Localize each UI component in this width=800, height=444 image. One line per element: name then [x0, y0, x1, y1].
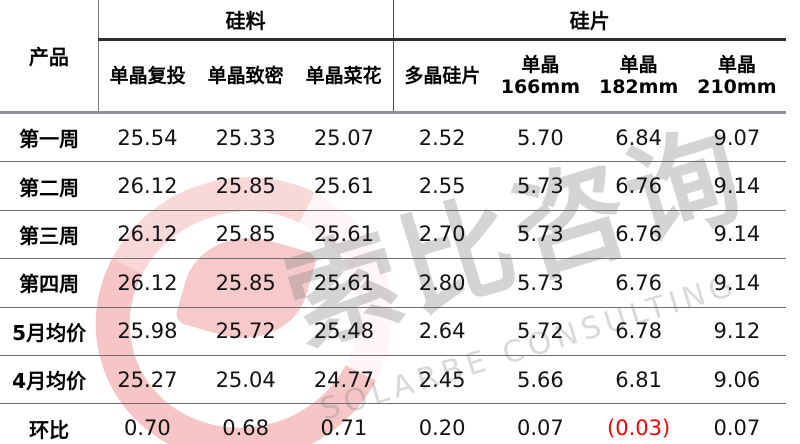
cell-r5-c5: 6.81: [589, 355, 688, 405]
cell-r3-c0: 26.12: [98, 258, 197, 308]
header-col-6-line1: 单晶: [717, 53, 756, 76]
cell-r5-c4: 5.66: [491, 355, 590, 405]
row-label: 4月均价: [0, 355, 99, 405]
cell-r1-c4: 5.73: [491, 161, 590, 211]
cell-r6-c2: 0.71: [294, 403, 393, 444]
header-group-silicon-material: 硅料: [98, 0, 394, 41]
cell-r4-c1: 25.72: [196, 307, 295, 356]
cell-r6-c0: 0.70: [98, 403, 197, 444]
cell-r2-c6: 9.14: [687, 210, 786, 260]
header-col-6: 单晶 210mm: [687, 39, 786, 114]
row-label: 第一周: [0, 112, 99, 163]
cell-r5-c6: 9.06: [687, 355, 786, 405]
table-row: 第一周 25.54 25.33 25.07 2.52 5.70 6.84 9.07: [0, 112, 786, 163]
table-row: 第三周 26.12 25.85 25.61 2.70 5.73 6.76 9.14: [0, 210, 786, 260]
header-col-3-line1: 多晶硅片: [404, 64, 481, 87]
table-header: 产品 硅料 硅片 单晶复投 单晶致密 单晶菜花 多晶硅片 单晶: [0, 0, 786, 114]
cell-r1-c2: 25.61: [294, 161, 393, 211]
cell-r5-c1: 25.04: [196, 355, 295, 405]
cell-r4-c5: 6.78: [589, 307, 688, 356]
row-label: 第二周: [0, 161, 99, 211]
header-col-2: 单晶菜花: [294, 39, 394, 114]
cell-r3-c1: 25.85: [196, 258, 295, 308]
row-label: 第四周: [0, 258, 99, 308]
row-label: 环比: [0, 403, 99, 444]
header-col-1: 单晶致密: [196, 39, 295, 114]
header-col-4: 单晶 166mm: [491, 39, 590, 114]
cell-r2-c3: 2.70: [393, 210, 492, 260]
cell-r3-c3: 2.80: [393, 258, 492, 308]
table-row: 第二周 26.12 25.85 25.61 2.55 5.73 6.76 9.14: [0, 161, 786, 211]
header-col-4-line2: 166mm: [500, 76, 580, 98]
header-group-row: 产品 硅料 硅片: [0, 0, 786, 114]
header-col-5: 单晶 182mm: [589, 39, 688, 114]
header-col-5-line1: 单晶: [619, 53, 658, 76]
table-row: 5月均价 25.98 25.72 25.48 2.64 5.72 6.78 9.12: [0, 307, 786, 356]
row-label: 第三周: [0, 210, 99, 260]
cell-r4-c2: 25.48: [294, 307, 393, 356]
cell-r2-c4: 5.73: [491, 210, 590, 260]
cell-r0-c2: 25.07: [294, 112, 393, 163]
row-label: 5月均价: [0, 307, 99, 356]
cell-r2-c2: 25.61: [294, 210, 393, 260]
cell-r1-c1: 25.85: [196, 161, 295, 211]
cell-r0-c0: 25.54: [98, 112, 197, 163]
header-col-4-line1: 单晶: [521, 53, 560, 76]
header-col-5-line2: 182mm: [598, 76, 679, 98]
cell-r1-c6: 9.14: [687, 161, 786, 211]
cell-r4-c3: 2.64: [393, 307, 492, 356]
table-row: 环比 0.70 0.68 0.71 0.20 0.07 (0.03) 0.07: [0, 403, 786, 444]
cell-r0-c3: 2.52: [393, 112, 492, 163]
header-col-0-line1: 单晶复投: [109, 64, 186, 87]
cell-r1-c0: 26.12: [98, 161, 197, 211]
cell-r3-c4: 5.73: [491, 258, 590, 308]
cell-r2-c0: 26.12: [98, 210, 197, 260]
cell-r0-c6: 9.07: [687, 112, 786, 163]
cell-r6-c4: 0.07: [491, 403, 590, 444]
cell-r0-c5: 6.84: [589, 112, 688, 163]
header-col-6-line2: 210mm: [697, 76, 777, 98]
cell-r0-c1: 25.33: [196, 112, 295, 163]
table-body: 第一周 25.54 25.33 25.07 2.52 5.70 6.84 9.07 第二周 26.…: [0, 112, 786, 444]
cell-r6-c6: 0.07: [687, 403, 786, 444]
header-col-2-line1: 单晶菜花: [305, 64, 382, 87]
cell-r4-c6: 9.12: [687, 307, 786, 356]
cell-r3-c6: 9.14: [687, 258, 786, 308]
cell-r1-c3: 2.55: [393, 161, 492, 211]
cell-r3-c2: 25.61: [294, 258, 393, 308]
table-row: 4月均价 25.27 25.04 24.77 2.45 5.66 6.81 9.06: [0, 355, 786, 405]
table-row: 第四周 26.12 25.85 25.61 2.80 5.73 6.76 9.14: [0, 258, 786, 308]
cell-r1-c5: 6.76: [589, 161, 688, 211]
cell-r6-c3: 0.20: [393, 403, 492, 444]
cell-r4-c0: 25.98: [98, 307, 197, 356]
header-col-3: 多晶硅片: [393, 39, 492, 114]
header-col-0: 单晶复投: [98, 39, 197, 114]
cell-r2-c1: 25.85: [196, 210, 295, 260]
cell-r2-c5: 6.76: [589, 210, 688, 260]
cell-r3-c5: 6.76: [589, 258, 688, 308]
cell-r6-c5: (0.03): [589, 403, 688, 444]
header-group-silicon-wafer: 硅片: [393, 0, 786, 41]
cell-r6-c1: 0.68: [196, 403, 295, 444]
header-column-row: 单晶复投 单晶致密 单晶菜花 多晶硅片 单晶 166mm 单晶 182mm: [0, 39, 786, 114]
cell-r5-c3: 2.45: [393, 355, 492, 405]
cell-r5-c2: 24.77: [294, 355, 393, 405]
header-product-corner: 产品: [0, 0, 99, 114]
cell-r4-c4: 5.72: [491, 307, 590, 356]
header-col-1-line1: 单晶致密: [207, 64, 284, 87]
cell-r5-c0: 25.27: [98, 355, 197, 405]
cell-r0-c4: 5.70: [491, 112, 590, 163]
